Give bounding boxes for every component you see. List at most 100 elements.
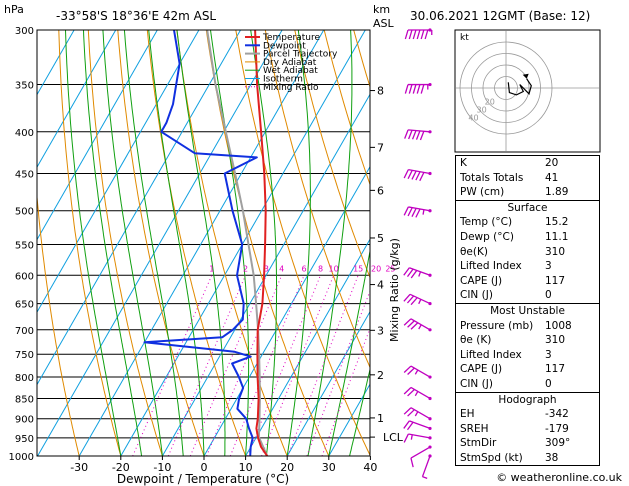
wind-barb xyxy=(403,420,432,431)
dry-adiabat xyxy=(294,30,370,279)
surface-row: Lifted Index 3 xyxy=(456,259,599,274)
hodograph-arrow xyxy=(522,73,529,79)
km-label: km xyxy=(373,3,390,16)
wind-barb xyxy=(410,445,432,468)
x-axis-label: Dewpoint / Temperature (°C) xyxy=(117,472,289,486)
mixing-ratio-label: 3 xyxy=(264,264,269,273)
wind-barb-flag xyxy=(408,29,413,40)
temperature-tick-label: 40 xyxy=(363,461,377,474)
surface-title: Surface xyxy=(507,201,548,214)
km-tick-label: 5 xyxy=(377,232,384,245)
index-value: 20 xyxy=(545,157,559,169)
wind-barb-flag xyxy=(424,29,429,40)
legend-entry: Dewpoint xyxy=(263,41,306,51)
wind-barb-flag xyxy=(411,170,417,180)
dry-adiabat xyxy=(117,30,205,456)
km-tick-label: 7 xyxy=(377,141,384,154)
wind-barb xyxy=(403,365,432,379)
mixing-ratio-label: 1 xyxy=(209,264,214,273)
isotherm xyxy=(37,30,283,456)
index-value: 3 xyxy=(545,348,552,361)
index-label: K xyxy=(460,157,467,169)
index-label: PW (cm) xyxy=(460,186,505,199)
wind-barb-flag xyxy=(403,433,409,443)
index-value: 1.89 xyxy=(545,186,569,199)
wind-barb-shaft xyxy=(410,446,431,459)
basic-row: K 20 xyxy=(456,156,599,171)
wind-barb xyxy=(403,267,432,279)
mixing-ratio-line xyxy=(261,275,335,456)
legend-entry: Parcel Trajectory xyxy=(263,50,338,60)
wind-barb-dot xyxy=(428,273,432,277)
dry-adiabat xyxy=(146,30,247,456)
isotherm xyxy=(37,30,241,386)
km-tick-label: 8 xyxy=(377,85,384,98)
wind-barb-dot xyxy=(428,426,432,431)
dewpoint-line xyxy=(143,30,258,456)
basic-row: Totals Totals 41 xyxy=(456,171,599,186)
pressure-tick-label: 550 xyxy=(15,240,34,251)
hodograph-trace xyxy=(507,78,532,96)
pressure-tick-label: 1000 xyxy=(9,452,34,463)
wind-barb-half xyxy=(410,434,413,440)
hodoidx-row: EH -342 xyxy=(456,407,599,422)
pressure-tick-label: 350 xyxy=(15,81,34,92)
indices-panel: K 20 Totals Totals 41 PW (cm) 1.89 Surface Te… xyxy=(455,155,600,467)
temperature-tick-label: -30 xyxy=(70,461,88,474)
legend-entry: Isotherm xyxy=(263,75,303,85)
mixing-ratio-line xyxy=(229,275,305,456)
wind-barb-dot xyxy=(428,209,432,213)
asl-label: ASL xyxy=(373,17,395,30)
wind-barb-half xyxy=(422,209,425,215)
index-value: 117 xyxy=(545,274,566,287)
wet-adiabat xyxy=(123,30,184,456)
km-tick-label: 6 xyxy=(377,184,384,197)
temperature-tick-label: 20 xyxy=(280,461,294,474)
wind-barb xyxy=(403,318,432,332)
index-value: -342 xyxy=(545,408,569,421)
wind-barb-flag xyxy=(408,129,413,140)
dry-adiabat xyxy=(37,191,80,456)
wind-barb-flag xyxy=(411,208,417,217)
km-tick-label: 4 xyxy=(377,279,384,292)
dry-adiabat xyxy=(87,30,163,456)
index-value: 309° xyxy=(545,437,571,450)
skewt-profiles xyxy=(143,30,269,456)
wind-barb-half xyxy=(414,369,419,375)
wind-barb xyxy=(403,433,432,443)
wind-barb-flag xyxy=(403,318,412,326)
index-label: EH xyxy=(460,408,475,421)
wet-adiabat xyxy=(349,367,370,456)
km-tick-label: LCL xyxy=(383,431,404,444)
km-tick-label: 2 xyxy=(377,369,384,382)
pressure-tick-label: 450 xyxy=(15,169,34,180)
pressure-tick-label: 500 xyxy=(15,207,34,218)
wind-barb-half xyxy=(418,324,422,330)
index-value: 11.1 xyxy=(545,230,569,243)
wind-barb xyxy=(421,454,432,479)
wind-barb-flag xyxy=(415,130,421,140)
index-label: Temp (°C) xyxy=(460,216,513,229)
wind-barb-dot xyxy=(428,130,432,134)
wind-barbs xyxy=(403,28,433,479)
parcel-trajectory-line xyxy=(206,30,269,456)
index-label: CIN (J) xyxy=(460,377,493,390)
wet-adiabat xyxy=(286,30,311,456)
index-value: 0 xyxy=(545,377,552,390)
pressure-tick-label: 950 xyxy=(15,434,34,445)
wind-barb-flag xyxy=(407,320,415,328)
isotherm xyxy=(120,30,366,456)
location-title: -33°58'S 18°36'E 42m ASL xyxy=(56,9,216,23)
index-value: 15.2 xyxy=(545,216,569,229)
wet-adiabat xyxy=(250,30,278,456)
mu-row: CIN (J) 0 xyxy=(456,377,599,392)
most-unstable-title: Most Unstable xyxy=(490,304,565,317)
wind-barb-dot xyxy=(428,396,432,401)
wind-barb-flag xyxy=(407,207,413,217)
index-label: Lifted Index xyxy=(460,260,522,273)
isotherm xyxy=(78,30,325,456)
wind-barb-dot xyxy=(428,328,432,332)
wind-barb-flag xyxy=(410,457,414,468)
dry-adiabat xyxy=(205,30,330,456)
